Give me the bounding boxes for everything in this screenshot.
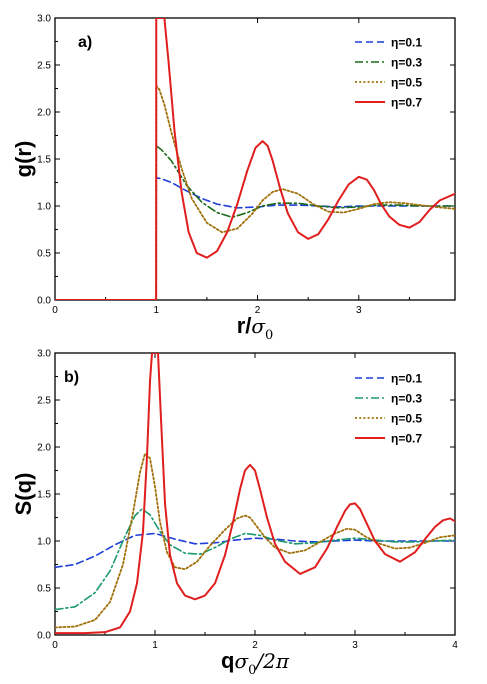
y-tick-label-a-1: 0.5 <box>37 249 51 260</box>
legend-a: η=0.1 η=0.3 η=0.5 η=0.7 <box>355 36 422 110</box>
series-line-b-3 <box>55 353 455 635</box>
x-axis-label-b: qσ0/2π <box>221 648 290 678</box>
y-tick-label-b-1: 0.5 <box>37 584 51 595</box>
series-group-a <box>55 18 455 300</box>
legend-label-a-2: η=0.5 <box>391 76 422 90</box>
panel-label-b: b) <box>64 369 79 386</box>
legend-label-a-3: η=0.7 <box>391 96 422 110</box>
y-tick-label-a-0: 0.0 <box>37 296 51 307</box>
y-tick-label-b-5: 2.5 <box>37 396 51 407</box>
legend-label-b-2: η=0.5 <box>391 412 422 426</box>
y-tick-label-a-2: 1.0 <box>37 202 51 213</box>
series-line-a-2 <box>55 84 455 300</box>
y-axis-label-b: S(q) <box>11 473 36 516</box>
series-line-b-2 <box>55 452 455 629</box>
legend-label-a-1: η=0.3 <box>391 56 422 70</box>
series-line-a-0 <box>55 177 455 300</box>
y-axis-label-a: g(r) <box>11 141 36 178</box>
x-tick-label-b-4: 4 <box>452 640 458 651</box>
x-axis-label-a-sym: σ <box>251 314 266 338</box>
y-tick-label-b-3: 1.5 <box>37 490 51 501</box>
legend-label-a-0: η=0.1 <box>391 36 422 50</box>
y-tick-label-b-2: 1.0 <box>37 537 51 548</box>
x-tick-label-b-2: 2 <box>252 640 258 651</box>
panel-b: 0 1 2 3 40.00.51.01.52.02.53.0 b) S(q) qσ0/2… <box>11 349 458 679</box>
x-tick-label-b-3: 3 <box>352 640 358 651</box>
y-tick-label-b-4: 2.0 <box>37 443 51 454</box>
x-axis-label-b-sym: σ <box>234 649 249 673</box>
x-axis-label-a-sub: 0 <box>265 328 273 343</box>
axis-ticks-a: 0 1 2 3 0.0 0.5 1.0 1.5 2.0 2.5 3.0 <box>37 14 455 316</box>
legend-label-b-0: η=0.1 <box>391 372 422 386</box>
series-line-a-1 <box>55 145 455 300</box>
x-axis-label-a-main: r/ <box>237 313 252 338</box>
x-axis-label-a: r/σ0 <box>237 313 274 343</box>
y-tick-label-b-0: 0.0 <box>37 631 51 642</box>
x-axis-label-b-tail: /2π <box>254 649 289 673</box>
x-tick-label-b-1: 1 <box>152 640 158 651</box>
y-tick-label-a-5: 2.5 <box>37 61 51 72</box>
x-tick-label-a-2: 2 <box>255 305 261 316</box>
axis-ticks-b: 0 1 2 3 4 0.0 0.5 1.0 1.5 2.0 2.5 3.0 <box>37 349 458 652</box>
x-tick-label-b-0: 0 <box>52 640 58 651</box>
panel-a: 0 1 2 30.00.51.01.52.02.53.0 a) g(r) r/σ0 η… <box>11 14 456 343</box>
y-tick-label-a-4: 2.0 <box>37 108 51 119</box>
x-axis-label-b-main: q <box>221 648 234 673</box>
x-axis-label-b-sub: 0 <box>248 663 256 678</box>
x-tick-label-a-3: 3 <box>356 305 362 316</box>
legend-b: η=0.1 η=0.3 η=0.5 η=0.7 <box>355 372 422 446</box>
x-tick-label-a-1: 1 <box>153 305 159 316</box>
series-group-b <box>55 353 455 635</box>
y-tick-label-a-3: 1.5 <box>37 155 51 166</box>
x-tick-label-a-0: 0 <box>52 305 58 316</box>
y-tick-label-a-6: 3.0 <box>37 14 51 25</box>
plot-frame-b <box>54 352 456 636</box>
panel-label-a: a) <box>78 34 92 51</box>
legend-label-b-1: η=0.3 <box>391 392 422 406</box>
legend-label-b-3: η=0.7 <box>391 432 422 446</box>
series-line-a-3 <box>55 18 455 300</box>
plot-frame-a <box>54 17 456 301</box>
y-tick-label-b-6: 3.0 <box>37 349 51 360</box>
series-line-b-0 <box>55 532 455 569</box>
